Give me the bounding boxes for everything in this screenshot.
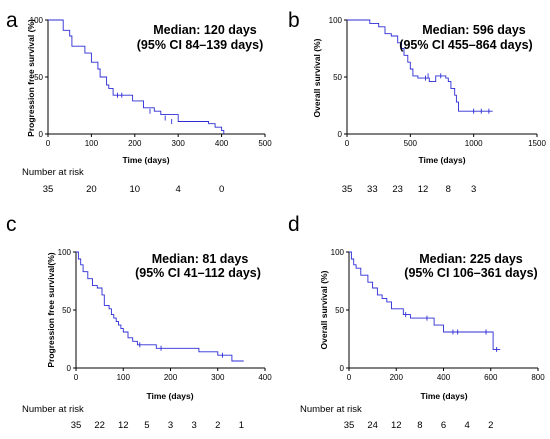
x-tick-label: 400 (215, 139, 229, 148)
km-curve-group: 0 200 400 600 800 0 50 100 35 24 12 8 6 4 2 (331, 248, 546, 431)
x-axis-label: Time (days) (418, 155, 465, 165)
x-tick-label: 100 (117, 373, 131, 382)
y-tick-label: 50 (34, 73, 43, 82)
x-axis-label: Time (days) (146, 391, 193, 401)
survival-curve (48, 19, 225, 134)
panel-letter-a: a (6, 9, 18, 32)
x-tick-label: 500 (258, 139, 272, 148)
x-tick-label: 400 (437, 373, 451, 382)
y-tick-label: 100 (30, 16, 44, 25)
risk-count: 5 (144, 420, 149, 431)
risk-count: 3 (471, 184, 476, 195)
risk-count: 35 (344, 420, 355, 431)
survival-curve (349, 251, 501, 350)
x-tick-label: 1000 (465, 139, 483, 148)
risk-title: Number at risk (22, 167, 84, 178)
risk-count: 12 (118, 420, 129, 431)
x-tick-label: 1500 (528, 139, 546, 148)
y-tick-label: 0 (39, 130, 44, 139)
x-tick-label: 300 (172, 139, 186, 148)
risk-count: 6 (441, 420, 446, 431)
x-tick-label: 400 (258, 373, 272, 382)
ci-text: (95% CI 455–864 days) (399, 38, 532, 52)
median-text: Median: 81 days (152, 252, 249, 266)
survival-curve (347, 19, 493, 112)
risk-title: Number at risk (300, 404, 362, 415)
risk-count: 3 (168, 420, 173, 431)
risk-count: 12 (391, 420, 402, 431)
risk-title: Number at risk (22, 404, 84, 415)
panel-letter-c: c (6, 213, 17, 236)
risk-count: 23 (392, 184, 403, 195)
risk-count: 4 (176, 184, 181, 195)
x-axis-label: Time (days) (122, 155, 169, 165)
x-tick-label: 0 (74, 373, 79, 382)
panel-a: a 0 100 200 300 400 500 0 50 100 35 20 10 4 0 Median:… (6, 9, 272, 195)
km-curve-group: 0 500 1000 1500 0 50 100 35 33 23 12 8 3 (329, 16, 547, 195)
x-tick-label: 300 (211, 373, 225, 382)
risk-count: 24 (367, 420, 378, 431)
risk-count: 35 (342, 184, 353, 195)
km-curve-group: 0 100 200 300 400 0 50 100 35 22 12 5 3 3 2 1 (58, 248, 273, 431)
x-tick-label: 0 (345, 139, 350, 148)
risk-count: 10 (130, 184, 141, 195)
y-axis-label: Progression free survival(%) (46, 252, 56, 367)
x-tick-label: 200 (390, 373, 404, 382)
y-tick-label: 0 (338, 130, 343, 139)
km-curve-group: 0 100 200 300 400 500 0 50 100 35 20 10 4 0 (30, 16, 273, 195)
x-tick-label: 600 (484, 373, 498, 382)
y-axis-label: Progression free survival (%) (26, 19, 36, 137)
panel-c: c 0 100 200 300 400 0 50 100 35 22 12 5 3 3 2 1 Median:… (6, 213, 272, 431)
panel-d: d 0 200 400 600 800 0 50 100 35 24 12 8 6 4 2 Median: … (288, 213, 545, 431)
y-axis-label: Overall survival (%) (319, 270, 329, 349)
x-tick-label: 500 (404, 139, 418, 148)
y-tick-label: 100 (58, 248, 72, 257)
risk-count: 2 (215, 420, 220, 431)
median-text: Median: 225 days (419, 252, 523, 266)
risk-count: 35 (71, 420, 82, 431)
y-axis-label: Overall survival (%) (312, 38, 322, 117)
panel-letter-d: d (288, 213, 300, 236)
ci-text: (95% CI 106–361 days) (404, 266, 537, 280)
panel-b: b 0 500 1000 1500 0 50 100 35 33 23 12 8 3 Median: 5… (288, 9, 546, 195)
risk-count: 3 (191, 420, 196, 431)
risk-count: 8 (446, 184, 451, 195)
y-tick-label: 50 (333, 73, 342, 82)
median-text: Median: 596 days (422, 23, 526, 37)
x-tick-label: 0 (347, 373, 352, 382)
x-tick-label: 200 (128, 139, 142, 148)
risk-count: 1 (239, 420, 244, 431)
risk-count: 22 (94, 420, 105, 431)
median-text: Median: 120 days (153, 23, 257, 37)
x-tick-label: 0 (46, 139, 51, 148)
risk-count: 33 (367, 184, 378, 195)
y-tick-label: 50 (335, 306, 344, 315)
ci-text: (95% CI 41–112 days) (135, 266, 261, 280)
y-tick-label: 100 (331, 248, 345, 257)
risk-count: 4 (464, 420, 469, 431)
risk-count: 20 (86, 184, 97, 195)
y-tick-label: 0 (67, 364, 72, 373)
x-tick-label: 100 (85, 139, 99, 148)
risk-count: 12 (418, 184, 429, 195)
y-tick-label: 100 (329, 16, 343, 25)
x-tick-label: 200 (164, 373, 178, 382)
risk-count: 2 (488, 420, 493, 431)
risk-count: 0 (219, 184, 224, 195)
y-tick-label: 50 (62, 306, 71, 315)
x-tick-label: 800 (531, 373, 545, 382)
ci-text: (95% CI 84–139 days) (137, 38, 263, 52)
panel-letter-b: b (288, 9, 300, 32)
x-axis-label: Time (days) (420, 391, 467, 401)
y-tick-label: 0 (340, 364, 345, 373)
risk-count: 8 (417, 420, 422, 431)
risk-count: 35 (43, 184, 54, 195)
